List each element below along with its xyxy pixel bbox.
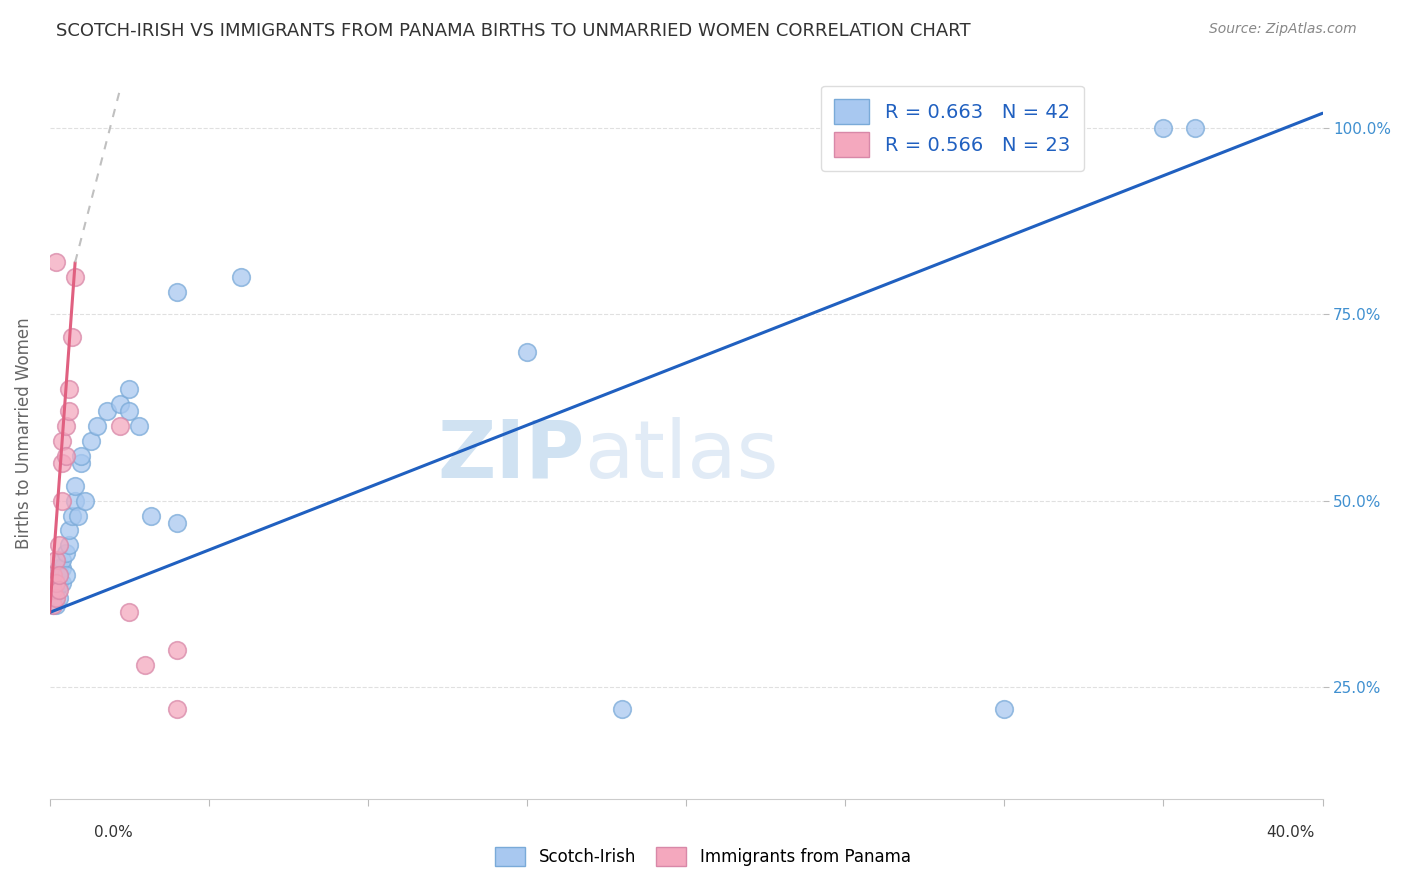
Point: [60, 508, 83, 523]
Point: [63, 270, 86, 285]
Point: [42, 591, 65, 605]
Point: [134, 657, 156, 672]
Point: [42, 583, 65, 598]
Point: [45, 575, 67, 590]
Point: [48, 575, 70, 590]
Point: [48, 568, 70, 582]
Point: [118, 382, 141, 396]
Text: 0.0%: 0.0%: [94, 825, 134, 840]
Point: [42, 598, 65, 612]
Point: [141, 508, 163, 523]
Point: [48, 560, 70, 574]
Point: [55, 546, 77, 560]
Point: [51, 560, 73, 574]
Point: [1184, 121, 1206, 136]
Point: [80, 434, 103, 448]
Text: SCOTCH-IRISH VS IMMIGRANTS FROM PANAMA BIRTHS TO UNMARRIED WOMEN CORRELATION CHA: SCOTCH-IRISH VS IMMIGRANTS FROM PANAMA B…: [56, 22, 972, 40]
Point: [1153, 121, 1175, 136]
Legend: Scotch-Irish, Immigrants from Panama: Scotch-Irish, Immigrants from Panama: [489, 840, 917, 873]
Text: 40.0%: 40.0%: [1267, 825, 1315, 840]
Point: [229, 270, 252, 285]
Point: [45, 255, 67, 269]
Point: [55, 449, 77, 463]
Point: [108, 419, 131, 434]
Point: [48, 591, 70, 605]
Point: [45, 598, 67, 612]
Point: [45, 568, 67, 582]
Point: [128, 419, 150, 434]
Point: [70, 457, 93, 471]
Point: [51, 575, 73, 590]
Point: [86, 419, 108, 434]
Point: [118, 606, 141, 620]
Point: [60, 330, 83, 344]
Point: [118, 404, 141, 418]
Point: [166, 516, 188, 530]
Point: [612, 702, 634, 716]
Y-axis label: Births to Unmarried Women: Births to Unmarried Women: [15, 318, 32, 549]
Point: [166, 285, 188, 299]
Point: [96, 404, 118, 418]
Point: [48, 583, 70, 598]
Point: [58, 404, 80, 418]
Point: [45, 553, 67, 567]
Point: [45, 583, 67, 598]
Text: Source: ZipAtlas.com: Source: ZipAtlas.com: [1209, 22, 1357, 37]
Point: [55, 568, 77, 582]
Point: [48, 568, 70, 582]
Point: [58, 524, 80, 538]
Point: [42, 568, 65, 582]
Point: [1057, 121, 1080, 136]
Point: [55, 419, 77, 434]
Point: [166, 702, 188, 716]
Point: [63, 493, 86, 508]
Point: [45, 575, 67, 590]
Point: [63, 479, 86, 493]
Point: [51, 553, 73, 567]
Point: [993, 702, 1015, 716]
Point: [70, 449, 93, 463]
Point: [166, 642, 188, 657]
Point: [516, 344, 538, 359]
Point: [51, 457, 73, 471]
Point: [51, 493, 73, 508]
Point: [58, 382, 80, 396]
Point: [48, 538, 70, 552]
Legend: R = 0.663   N = 42, R = 0.566   N = 23: R = 0.663 N = 42, R = 0.566 N = 23: [821, 86, 1084, 170]
Point: [73, 493, 96, 508]
Point: [42, 598, 65, 612]
Point: [67, 508, 90, 523]
Text: atlas: atlas: [585, 417, 779, 494]
Point: [58, 538, 80, 552]
Point: [45, 591, 67, 605]
Text: ZIP: ZIP: [437, 417, 585, 494]
Point: [42, 583, 65, 598]
Point: [51, 434, 73, 448]
Point: [108, 397, 131, 411]
